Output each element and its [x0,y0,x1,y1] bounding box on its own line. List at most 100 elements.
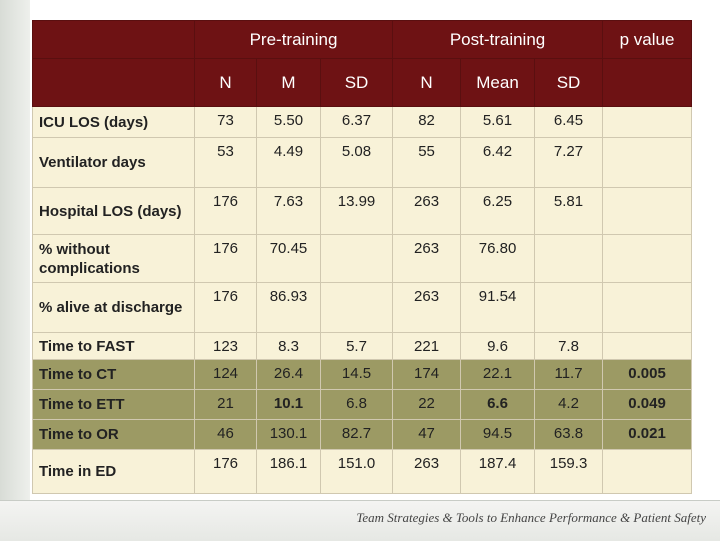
row-label: Ventilator days [32,137,195,188]
header-pre-n: N [194,58,257,107]
table-row: % without complications 176 70.45 263 76.80 [32,234,693,283]
row-label: % alive at discharge [32,282,195,333]
header-p-sub [602,58,693,107]
table-cell: 6.25 [460,187,536,235]
p-value-cell [602,234,693,283]
table-row: Time to OR 46 130.1 82.7 47 94.5 63.8 0.021 [32,419,693,450]
table-cell: 55 [392,137,462,188]
table-cell: 22.1 [460,359,536,390]
p-value-cell [602,449,693,494]
p-value-cell [602,106,693,138]
table-cell: 263 [392,449,462,494]
footer-text: Team Strategies & Tools to Enhance Perfo… [356,510,706,525]
p-value-cell [602,137,693,188]
table-cell: 70.45 [256,234,321,283]
row-label: Time to FAST [32,332,195,360]
table-cell: 7.63 [256,187,321,235]
table-cell: 6.42 [460,137,536,188]
table-cell: 13.99 [319,187,394,235]
table-cell [319,282,394,333]
header-p-value: p value [602,20,693,59]
table-cell: 10.1 [256,389,321,420]
table-cell: 73 [194,106,257,138]
row-label: Time in ED [32,449,195,494]
p-value-cell [602,332,693,360]
table-cell: 22 [392,389,462,420]
table-cell: 151.0 [319,449,394,494]
table-cell: 124 [194,359,257,390]
p-value-cell [602,282,693,333]
row-label: Hospital LOS (days) [32,187,195,235]
table-cell: 5.50 [256,106,321,138]
table-row: Ventilator days 53 4.49 5.08 55 6.42 7.27 [32,137,693,188]
table-cell: 82 [392,106,462,138]
left-decorative-bar [0,0,30,540]
row-label: Time to CT [32,359,195,390]
table-cell: 5.7 [319,332,394,360]
table-cell: 63.8 [534,419,604,450]
table-cell: 5.81 [534,187,604,235]
table-cell: 91.54 [460,282,536,333]
table-cell: 130.1 [256,419,321,450]
table-cell: 7.8 [534,332,604,360]
row-label: ICU LOS (days) [32,106,195,138]
header-post-training: Post-training [392,20,604,59]
table-cell: 186.1 [256,449,321,494]
table-cell: 6.37 [319,106,394,138]
row-label: % without complications [32,234,195,283]
table-cell: 174 [392,359,462,390]
results-table: Pre-training Post-training p value N M S… [32,20,693,494]
table-row: Time to FAST 123 8.3 5.7 221 9.6 7.8 [32,332,693,360]
table-cell: 8.3 [256,332,321,360]
header-pre-training: Pre-training [193,20,394,59]
header-post-sd: SD [534,58,604,107]
header-pre-sd: SD [319,58,394,107]
table-cell: 53 [194,137,257,188]
row-label: Time to ETT [32,389,195,420]
table-cell: 263 [392,187,462,235]
table-cell: 9.6 [460,332,536,360]
table-cell: 176 [194,449,257,494]
table-row: % alive at discharge 176 86.93 263 91.54 [32,282,693,333]
table-cell: 4.49 [256,137,321,188]
table-cell: 123 [194,332,257,360]
table-cell: 176 [194,282,257,333]
table-cell: 47 [392,419,462,450]
header-post-n: N [392,58,462,107]
table-cell: 176 [194,234,257,283]
table-cell: 6.45 [534,106,604,138]
table-cell: 14.5 [319,359,394,390]
table-cell: 7.27 [534,137,604,188]
row-label: Time to OR [32,419,195,450]
table-cell: 21 [194,389,257,420]
table-cell: 76.80 [460,234,536,283]
header-corner [32,20,195,59]
p-value-cell [602,187,693,235]
table-cell: 263 [392,234,462,283]
table-cell: 5.08 [319,137,394,188]
table-cell: 5.61 [460,106,536,138]
header-corner-sub [32,58,195,107]
table-body: ICU LOS (days) 73 5.50 6.37 82 5.61 6.45 Ventil… [32,106,693,494]
table-cell: 86.93 [256,282,321,333]
table-row: Time to CT 124 26.4 14.5 174 22.1 11.7 0.005 [32,359,693,390]
table-cell [534,234,604,283]
table-row: Time to ETT 21 10.1 6.8 22 6.6 4.2 0.049 [32,389,693,420]
table-cell: 187.4 [460,449,536,494]
p-value-cell: 0.021 [602,419,693,450]
table-row: Time in ED 176 186.1 151.0 263 187.4 159.3 [32,449,693,494]
table-cell: 82.7 [319,419,394,450]
table-cell [534,282,604,333]
table-row: Hospital LOS (days) 176 7.63 13.99 263 6.25 5.… [32,187,693,235]
header-pre-m: M [256,58,321,107]
footer-band [0,500,720,541]
table-cell: 263 [392,282,462,333]
table-cell: 26.4 [256,359,321,390]
table-cell: 159.3 [534,449,604,494]
table-cell: 221 [392,332,462,360]
table-cell: 6.6 [460,389,536,420]
table-cell: 11.7 [534,359,604,390]
table-cell [319,234,394,283]
header-post-mean: Mean [460,58,536,107]
table-cell: 176 [194,187,257,235]
